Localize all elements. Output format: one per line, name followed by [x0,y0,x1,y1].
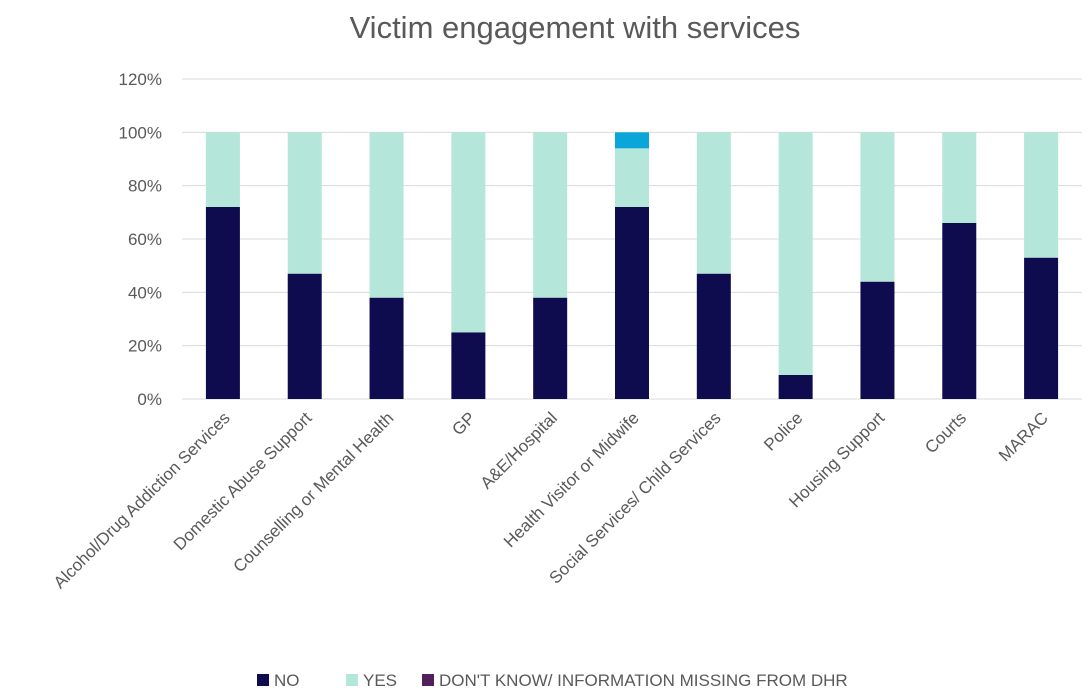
legend: NO YES DON'T KNOW/ INFORMATION MISSING FRO… [257,671,848,690]
legend-swatch [257,674,269,686]
x-category-label: Domestic Abuse Support [170,408,316,554]
bar-segment [287,273,322,399]
x-category-label: Social Services/ Child Services [546,408,725,587]
bar-segment [451,332,486,399]
bar-segment [533,132,568,298]
bar-segment [860,281,895,399]
bar-segment [287,132,322,274]
bar-segment [942,132,977,223]
bar-segment [942,223,977,399]
bar-segment [369,132,404,298]
y-tick-label: 60% [128,230,162,249]
y-tick-label: 40% [128,283,162,302]
y-tick-label: 0% [137,390,162,409]
legend-swatch [422,674,434,686]
y-tick-label: 20% [128,337,162,356]
bar-segment [533,297,568,399]
x-category-label: Alcohol/Drug Addiction Services [50,408,234,592]
legend-label: YES [363,671,397,690]
bar-segment [696,132,731,274]
bars [205,132,1059,399]
bar-segment [860,132,895,282]
x-axis-categories: Alcohol/Drug Addiction ServicesDomestic … [50,408,1052,592]
legend-label: NO [274,671,300,690]
y-tick-label: 100% [119,123,162,142]
x-category-label: GP [448,408,479,439]
bar-segment [205,207,240,399]
bar-segment [615,148,649,207]
bar-segment [615,207,649,399]
bar-segment [778,375,813,399]
bar-segment [369,297,404,399]
x-category-label: Counselling or Mental Health [230,408,398,576]
bar-segment [205,132,240,207]
bar-segment [1024,132,1059,258]
bar-segment [696,273,731,399]
x-category-label: Health Visitor or Midwife [500,408,643,551]
x-category-label: MARAC [995,408,1052,465]
bar-segment [778,132,813,375]
bar-segment [615,132,649,149]
bar-segment [451,132,486,333]
y-axis-ticks: 0% 20% 40% 60% 80% 100% 120% [119,70,162,409]
x-category-label: Courts [921,408,970,457]
legend-swatch [346,674,358,686]
legend-label: DON'T KNOW/ INFORMATION MISSING FROM DHR [439,671,848,690]
y-tick-label: 80% [128,177,162,196]
chart-title: Victim engagement with services [350,10,801,45]
bar-segment [1024,257,1059,399]
x-category-label: Police [760,408,806,454]
x-category-label: A&E/Hospital [477,408,561,492]
y-tick-label: 120% [119,70,162,89]
